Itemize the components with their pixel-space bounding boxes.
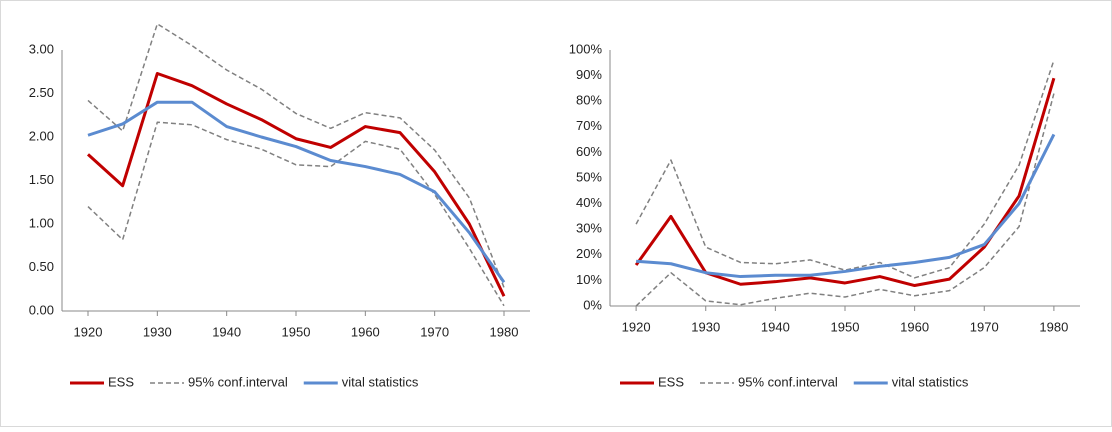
y-tick-label: 1.50 bbox=[29, 172, 54, 187]
x-tick-label: 1940 bbox=[212, 324, 241, 339]
legend-label: 95% conf.interval bbox=[188, 374, 288, 389]
y-tick-label: 0.00 bbox=[29, 302, 54, 317]
y-tick-label: 20% bbox=[576, 246, 602, 261]
x-tick-label: 1930 bbox=[691, 319, 720, 334]
x-tick-label: 1960 bbox=[900, 319, 929, 334]
legend-label: ESS bbox=[658, 374, 684, 389]
series-line bbox=[87, 23, 505, 288]
y-tick-label: 40% bbox=[576, 195, 602, 210]
series-line bbox=[636, 133, 1056, 279]
x-tick-label: 1960 bbox=[351, 324, 380, 339]
legend-label: vital statistics bbox=[342, 374, 419, 389]
series-line bbox=[87, 100, 506, 284]
x-tick-label: 1980 bbox=[1039, 319, 1068, 334]
y-tick-label: 2.00 bbox=[29, 128, 54, 143]
x-tick-label: 1930 bbox=[143, 324, 172, 339]
y-tick-label: 2.50 bbox=[29, 85, 54, 100]
y-tick-label: 70% bbox=[576, 118, 602, 133]
y-tick-label: 30% bbox=[576, 221, 602, 236]
y-tick-label: 50% bbox=[576, 169, 602, 184]
x-tick-label: 1920 bbox=[622, 319, 651, 334]
y-tick-label: 60% bbox=[576, 144, 602, 159]
y-tick-label: 10% bbox=[576, 272, 602, 287]
series-line bbox=[87, 121, 505, 307]
legend-label: vital statistics bbox=[892, 374, 969, 389]
x-tick-label: 1970 bbox=[420, 324, 449, 339]
y-tick-label: 0% bbox=[583, 297, 602, 312]
series-line bbox=[86, 71, 506, 297]
series-line bbox=[635, 60, 1055, 279]
y-tick-label: 100% bbox=[569, 41, 603, 56]
y-tick-label: 80% bbox=[576, 93, 602, 108]
y-tick-label: 1.00 bbox=[29, 215, 54, 230]
y-tick-label: 0.50 bbox=[29, 259, 54, 274]
x-tick-label: 1950 bbox=[831, 319, 860, 334]
y-tick-label: 3.00 bbox=[29, 41, 54, 56]
x-tick-label: 1950 bbox=[282, 324, 311, 339]
x-tick-label: 1940 bbox=[761, 319, 790, 334]
legend-label: ESS bbox=[108, 374, 134, 389]
y-tick-label: 90% bbox=[576, 67, 602, 82]
legend-label: 95% conf.interval bbox=[738, 374, 838, 389]
x-tick-label: 1970 bbox=[970, 319, 999, 334]
series-line bbox=[635, 93, 1055, 307]
x-tick-label: 1920 bbox=[74, 324, 103, 339]
x-tick-label: 1980 bbox=[490, 324, 519, 339]
